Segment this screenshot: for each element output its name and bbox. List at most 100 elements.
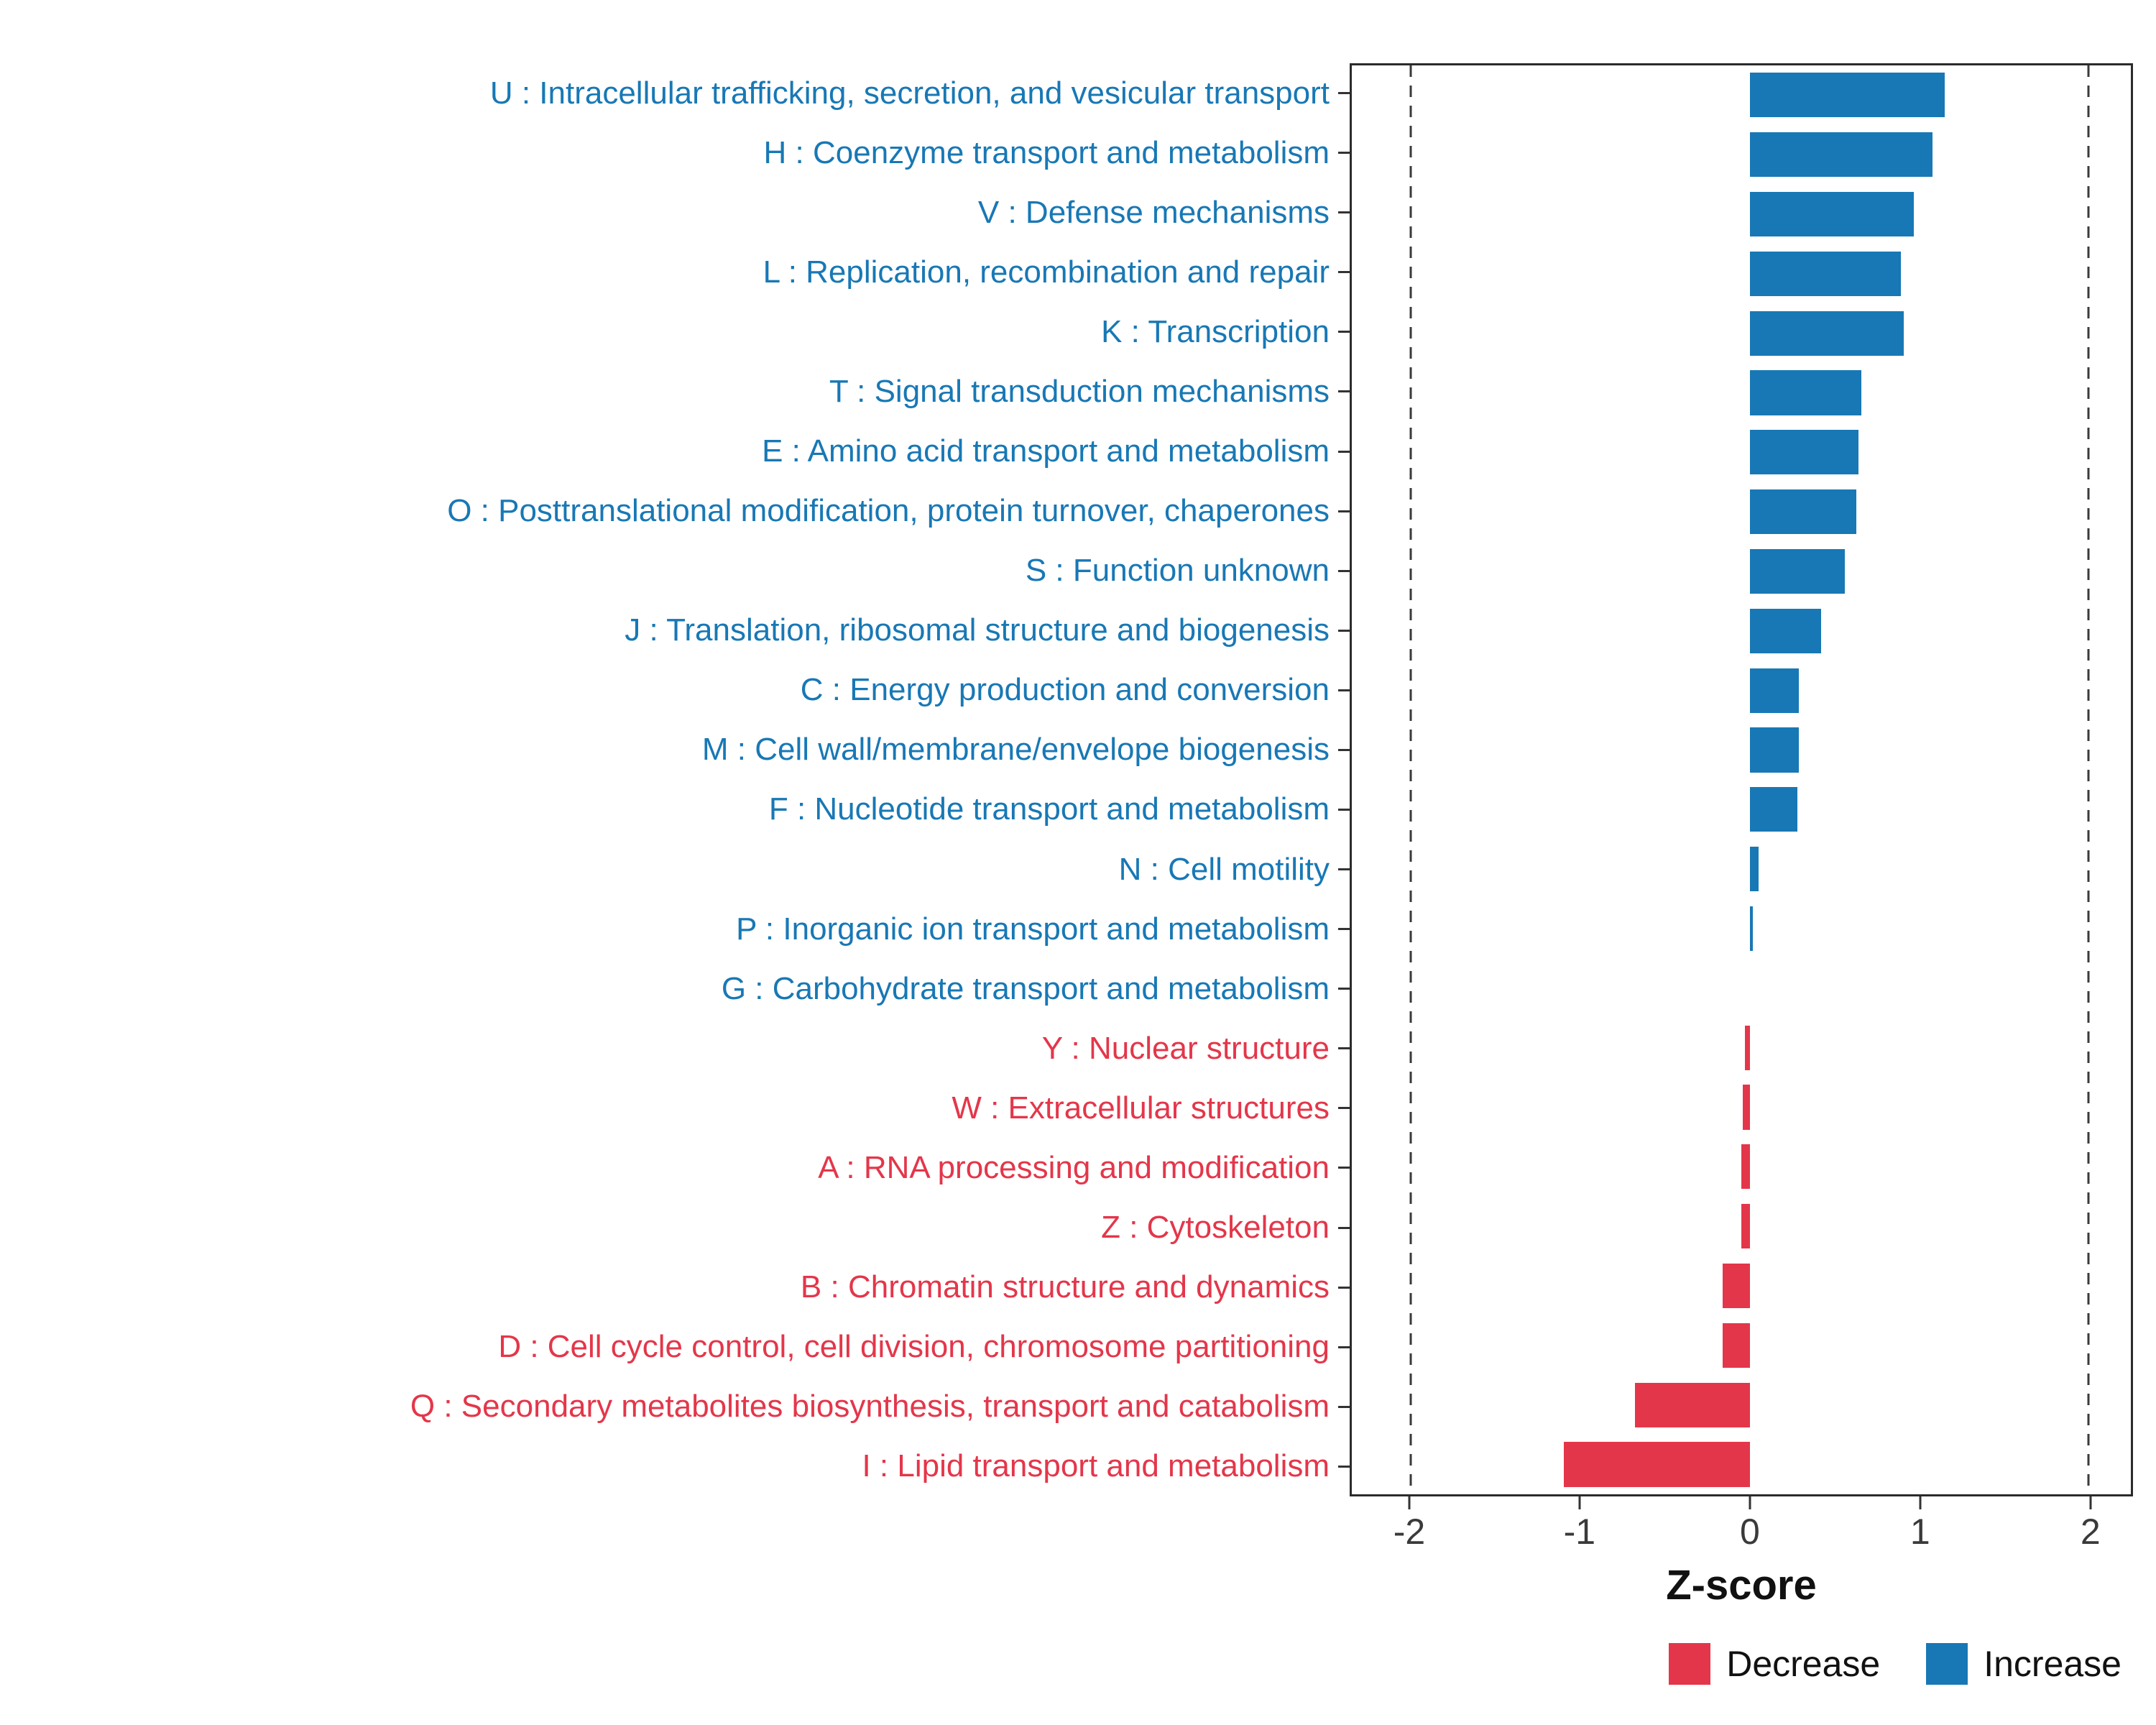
category-label-row: L : Replication, recombination and repai… bbox=[0, 242, 1350, 302]
category-label-row: D : Cell cycle control, cell division, c… bbox=[0, 1317, 1350, 1377]
legend-label: Decrease bbox=[1726, 1644, 1881, 1684]
y-tick bbox=[1338, 152, 1350, 155]
category-label: H : Coenzyme transport and metabolism bbox=[763, 134, 1330, 170]
dashed-reference-line bbox=[1409, 65, 1412, 1494]
category-label: K : Transcription bbox=[1101, 313, 1330, 349]
bar-row bbox=[1352, 1077, 2131, 1137]
bar-row bbox=[1352, 1197, 2131, 1256]
category-label: M : Cell wall/membrane/envelope biogenes… bbox=[701, 732, 1330, 768]
category-label: N : Cell motility bbox=[1118, 851, 1330, 887]
category-label-row: B : Chromatin structure and dynamics bbox=[0, 1258, 1350, 1317]
bar-row bbox=[1352, 1256, 2131, 1316]
bar-row bbox=[1352, 125, 2131, 185]
y-tick bbox=[1338, 748, 1350, 751]
category-label-row: Q : Secondary metabolites biosynthesis, … bbox=[0, 1377, 1350, 1437]
legend-swatch bbox=[1669, 1643, 1711, 1685]
dashed-reference-line bbox=[2087, 65, 2090, 1494]
x-axis-title: Z-score bbox=[1666, 1562, 1817, 1609]
bar bbox=[1749, 668, 1800, 713]
bars-layer bbox=[1352, 65, 2131, 1494]
category-label-row: H : Coenzyme transport and metabolism bbox=[0, 123, 1350, 183]
legend-item: Decrease bbox=[1669, 1643, 1880, 1685]
y-tick bbox=[1338, 390, 1350, 393]
bar-row bbox=[1352, 1375, 2131, 1435]
y-tick bbox=[1338, 1405, 1350, 1408]
bar bbox=[1749, 251, 1901, 296]
bar bbox=[1749, 73, 1945, 118]
bar-row bbox=[1352, 840, 2131, 899]
y-axis-labels: U : Intracellular trafficking, secretion… bbox=[0, 63, 1350, 1496]
bar-row bbox=[1352, 899, 2131, 959]
bar bbox=[1741, 1204, 1750, 1249]
y-tick bbox=[1338, 569, 1350, 572]
bar-row bbox=[1352, 720, 2131, 780]
bar-row bbox=[1352, 601, 2131, 661]
x-tick-label: -1 bbox=[1563, 1512, 1596, 1552]
bar bbox=[1743, 1085, 1750, 1130]
category-label: Q : Secondary metabolites biosynthesis, … bbox=[410, 1389, 1330, 1425]
x-tick-label: 0 bbox=[1739, 1512, 1760, 1552]
category-label-row: W : Extracellular structures bbox=[0, 1078, 1350, 1138]
legend-swatch bbox=[1926, 1643, 1968, 1685]
y-tick bbox=[1338, 689, 1350, 691]
y-tick bbox=[1338, 211, 1350, 214]
x-axis-ticks bbox=[1350, 1496, 2133, 1509]
category-label: G : Carbohydrate transport and metabolis… bbox=[721, 970, 1330, 1006]
category-label: L : Replication, recombination and repai… bbox=[763, 254, 1330, 290]
category-label: W : Extracellular structures bbox=[952, 1090, 1330, 1126]
x-tick bbox=[1749, 1496, 1751, 1509]
bar bbox=[1749, 489, 1857, 535]
category-label: C : Energy production and conversion bbox=[800, 672, 1330, 708]
bar-row bbox=[1352, 185, 2131, 244]
bar-row bbox=[1352, 1018, 2131, 1077]
x-tick bbox=[1408, 1496, 1411, 1509]
category-label: S : Function unknown bbox=[1025, 553, 1330, 589]
y-tick bbox=[1338, 92, 1350, 95]
category-label: A : RNA processing and modification bbox=[818, 1149, 1330, 1185]
bar bbox=[1744, 1025, 1750, 1070]
bar-row bbox=[1352, 1435, 2131, 1494]
bar-row bbox=[1352, 482, 2131, 542]
category-label: O : Posttranslational modification, prot… bbox=[447, 493, 1330, 529]
category-label-row: Z : Cytoskeleton bbox=[0, 1197, 1350, 1257]
category-label-row: P : Inorganic ion transport and metaboli… bbox=[0, 899, 1350, 959]
category-label-row: T : Signal transduction mechanisms bbox=[0, 362, 1350, 421]
category-label: E : Amino acid transport and metabolism bbox=[762, 433, 1330, 469]
category-label: U : Intracellular trafficking, secretion… bbox=[489, 75, 1330, 111]
category-label: D : Cell cycle control, cell division, c… bbox=[498, 1329, 1330, 1365]
bar-row bbox=[1352, 363, 2131, 423]
category-label-row: O : Posttranslational modification, prot… bbox=[0, 482, 1350, 541]
category-label: F : Nucleotide transport and metabolism bbox=[768, 791, 1330, 827]
x-tick-label: 2 bbox=[2080, 1512, 2101, 1552]
category-label: P : Inorganic ion transport and metaboli… bbox=[736, 911, 1330, 947]
x-tick bbox=[2089, 1496, 2092, 1509]
category-label: B : Chromatin structure and dynamics bbox=[800, 1269, 1330, 1305]
legend-label: Increase bbox=[1984, 1644, 2122, 1684]
bar bbox=[1749, 132, 1933, 178]
category-label: Y : Nuclear structure bbox=[1041, 1030, 1330, 1066]
bar-row bbox=[1352, 1315, 2131, 1375]
category-label-row: K : Transcription bbox=[0, 302, 1350, 362]
category-label-row: C : Energy production and conversion bbox=[0, 661, 1350, 720]
y-tick bbox=[1338, 1346, 1350, 1348]
category-label: J : Translation, ribosomal structure and… bbox=[625, 612, 1330, 648]
bar bbox=[1563, 1442, 1750, 1487]
bar bbox=[1634, 1382, 1750, 1427]
category-label-row: G : Carbohydrate transport and metabolis… bbox=[0, 959, 1350, 1018]
bar bbox=[1741, 1144, 1750, 1190]
category-label-row: M : Cell wall/membrane/envelope biogenes… bbox=[0, 720, 1350, 780]
category-label-row: J : Translation, ribosomal structure and… bbox=[0, 601, 1350, 661]
bar-row bbox=[1352, 244, 2131, 303]
y-tick bbox=[1338, 988, 1350, 990]
category-label: I : Lipid transport and metabolism bbox=[862, 1448, 1330, 1484]
bar-row bbox=[1352, 958, 2131, 1018]
x-tick-label: -2 bbox=[1393, 1512, 1426, 1552]
legend: Decrease Increase bbox=[1669, 1643, 2122, 1685]
y-tick bbox=[1338, 450, 1350, 453]
bar-row bbox=[1352, 65, 2131, 125]
bar-row bbox=[1352, 780, 2131, 840]
bar bbox=[1749, 548, 1845, 594]
bar bbox=[1723, 1263, 1750, 1309]
bar-row bbox=[1352, 661, 2131, 720]
bar bbox=[1749, 192, 1915, 237]
